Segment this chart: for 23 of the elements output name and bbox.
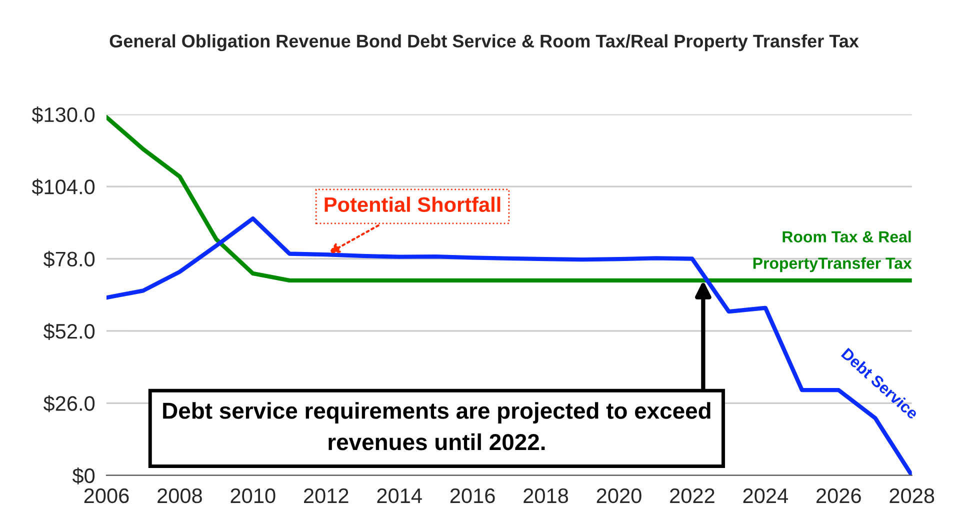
x-tick-label: 2008 (158, 488, 202, 504)
x-tick-label: 2014 (377, 488, 422, 504)
x-tick-label: 2028 (890, 488, 934, 504)
y-tick-label: $26.0 (43, 395, 95, 412)
y-tick-label: $0 (72, 467, 95, 484)
x-tick-label: 2026 (816, 488, 861, 504)
series-label: Room Tax & Real PropertyTransfer Tax (753, 230, 912, 272)
x-tick-label: 2012 (304, 488, 348, 504)
x-tick-label: 2010 (230, 488, 276, 504)
x-tick-label: 2018 (524, 488, 568, 504)
annotation: Debt service requirements are projected to exceed revenues until 2022. (163, 402, 710, 450)
annotation: Potential Shortfall (324, 196, 500, 212)
line-series (106, 115, 912, 282)
x-tick-label: 2016 (450, 488, 495, 504)
y-tick-label: $104.0 (32, 178, 95, 196)
y-tick-label: $78.0 (43, 250, 95, 268)
chart-title: General Obligation Revenue Bond Debt Service & Room Tax/Real Property Transfer Tax (110, 34, 859, 52)
x-tick-label: 2024 (743, 488, 788, 504)
x-tick-label: 2020 (596, 488, 642, 504)
x-tick-label: 2022 (670, 488, 714, 504)
x-tick-label: 2006 (84, 488, 129, 504)
y-tick-label: $52.0 (43, 323, 95, 340)
y-tick-label: $130.0 (32, 106, 95, 124)
